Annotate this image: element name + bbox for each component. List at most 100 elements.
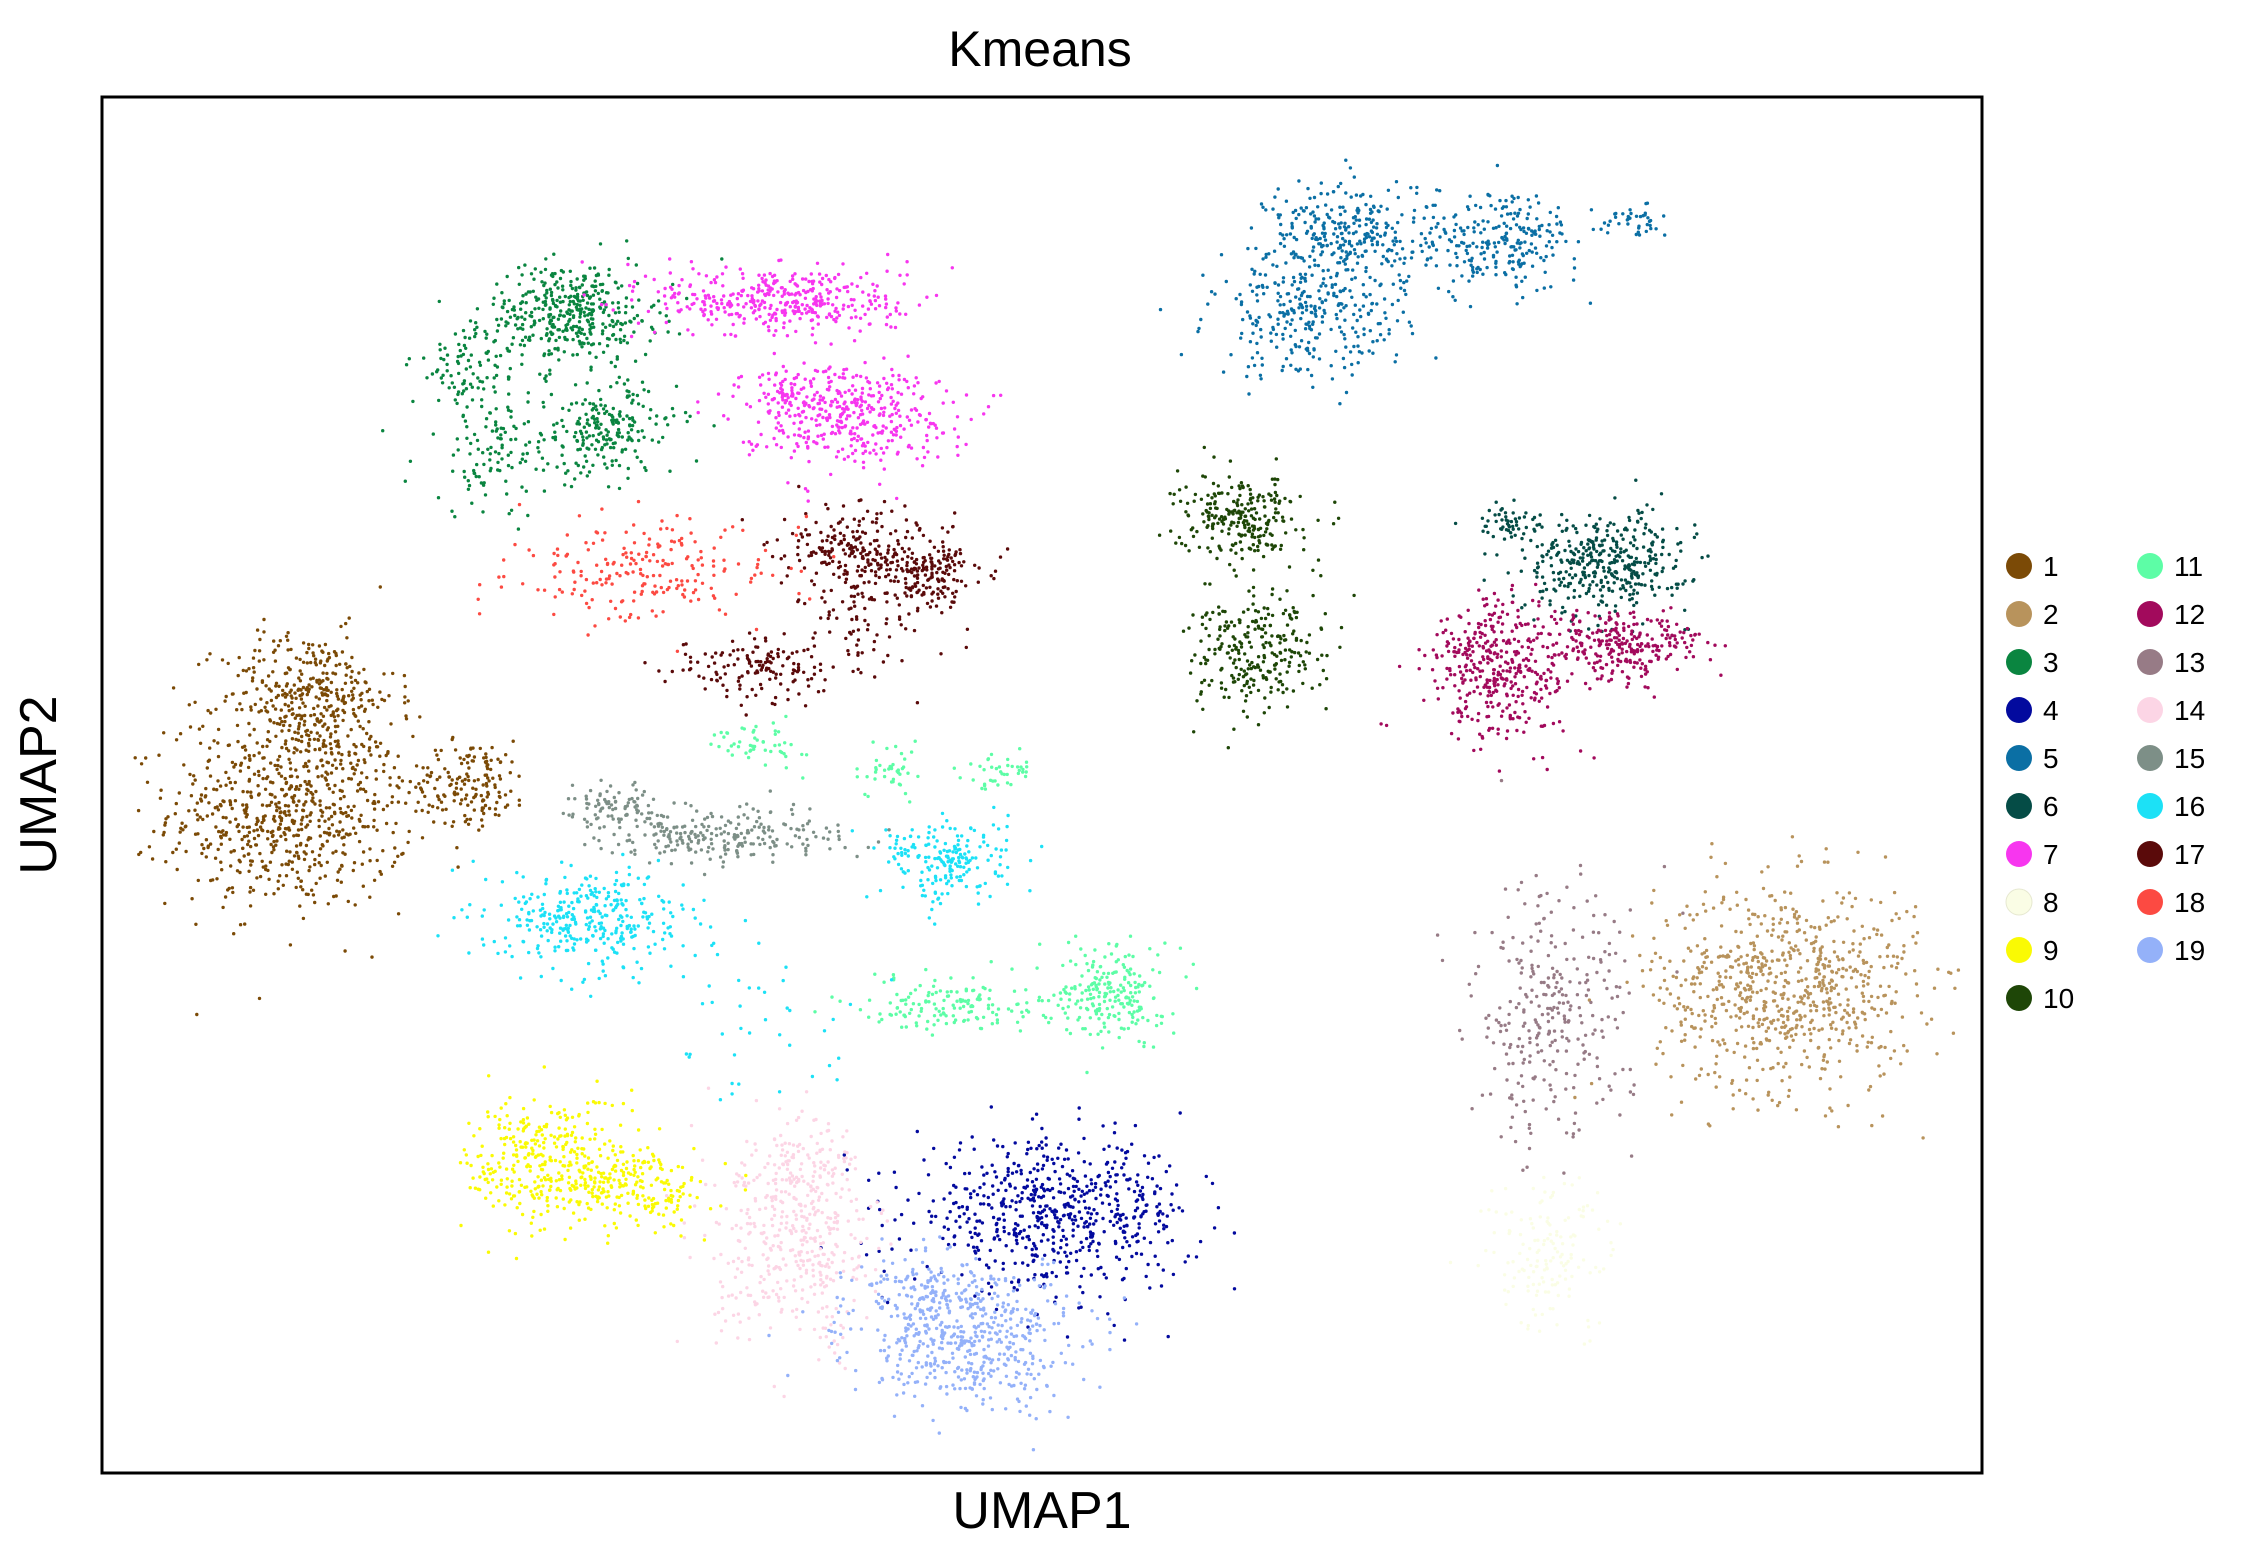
point-6-0-153 [1654, 573, 1659, 577]
point-1-2-139 [498, 760, 503, 765]
point-3-3-84 [518, 343, 523, 347]
point-1-1-314 [283, 719, 287, 724]
point-3-0-348 [598, 297, 602, 301]
point-3-2-21 [506, 408, 511, 412]
point-5-2-38 [1449, 239, 1454, 244]
point-1-0-241 [357, 817, 361, 822]
point-2-0-281 [1696, 966, 1700, 970]
point-1-1-189 [309, 713, 313, 718]
point-5-1-275 [1294, 295, 1298, 299]
point-1-2-16 [465, 772, 469, 776]
point-1-2-14 [463, 813, 467, 818]
point-2-0-698 [1798, 1018, 1802, 1022]
point-2-0-582 [1824, 923, 1828, 927]
point-2-0-303 [1795, 921, 1800, 925]
point-5-0-269 [1364, 233, 1368, 237]
point-4-0-111 [1019, 1172, 1023, 1176]
point-1-0-115 [427, 803, 431, 807]
point-4-0-642 [1132, 1216, 1136, 1220]
point-3-1-142 [663, 417, 667, 421]
point-5-0-162 [1267, 252, 1271, 256]
point-4-0-307 [1012, 1161, 1016, 1166]
point-4-0-238 [1139, 1215, 1143, 1219]
point-2-0-220 [1882, 994, 1886, 998]
point-1-1-293 [356, 681, 360, 685]
point-1-0-361 [262, 767, 266, 771]
point-5-0-198 [1343, 239, 1348, 244]
point-4-0-633 [1087, 1189, 1092, 1193]
point-5-0-202 [1429, 226, 1434, 231]
point-3-1-99 [582, 425, 586, 429]
point-7-0-69 [673, 291, 677, 296]
point-5-3-4 [1613, 215, 1618, 219]
point-3-1-59 [688, 414, 692, 418]
point-1-1-320 [301, 685, 306, 690]
point-3-1-133 [632, 420, 637, 424]
point-1-0-475 [296, 854, 300, 858]
point-4-0-570 [1040, 1222, 1044, 1226]
point-4-0-506 [892, 1170, 897, 1174]
point-1-0-420 [238, 923, 243, 927]
point-4-0-126 [1071, 1234, 1075, 1238]
point-2-0-575 [1758, 1042, 1762, 1046]
point-6-0-57 [1538, 589, 1542, 594]
point-1-0-453 [292, 854, 297, 858]
point-1-0-47 [301, 888, 305, 892]
point-4-0-649 [1042, 1274, 1047, 1278]
point-2-0-164 [1757, 1017, 1762, 1022]
point-1-0-592 [318, 799, 322, 803]
point-1-0-389 [361, 884, 365, 888]
point-2-0-662 [1851, 1007, 1856, 1011]
point-5-1-30 [1350, 362, 1354, 367]
point-6-0-250 [1670, 593, 1674, 597]
point-3-0-144 [523, 317, 527, 321]
point-3-2-67 [503, 430, 507, 434]
point-5-0-49 [1333, 227, 1338, 231]
point-2-0-11 [1913, 905, 1918, 909]
point-5-2-189 [1452, 228, 1457, 233]
point-4-0-25 [970, 1135, 974, 1139]
point-1-0-96 [300, 827, 304, 832]
point-4-0-263 [941, 1236, 945, 1241]
point-6-0-45 [1644, 522, 1648, 526]
point-1-2-9 [454, 786, 459, 790]
point-1-0-520 [184, 849, 188, 854]
point-2-0-534 [1804, 918, 1809, 923]
point-6-0-317 [1541, 589, 1545, 593]
point-4-0-78 [1107, 1144, 1111, 1148]
point-5-0-82 [1329, 208, 1334, 212]
point-1-0-544 [313, 900, 317, 905]
point-4-0-621 [994, 1222, 998, 1227]
point-4-0-38 [899, 1212, 904, 1217]
point-1-0-404 [229, 864, 233, 868]
point-5-2-145 [1455, 255, 1459, 260]
point-6-0-392 [1579, 577, 1583, 582]
point-5-0-78 [1355, 242, 1360, 246]
point-4-0-214 [1116, 1203, 1120, 1208]
point-2-0-503 [1797, 914, 1801, 919]
point-3-2-114 [482, 481, 486, 485]
point-3-1-206 [630, 416, 635, 420]
point-6-0-242 [1581, 583, 1585, 588]
point-1-0-346 [357, 839, 362, 844]
point-2-0-271 [1866, 975, 1871, 980]
point-1-0-381 [245, 825, 249, 830]
point-5-2-50 [1507, 261, 1511, 265]
point-4-0-349 [1044, 1225, 1049, 1230]
point-3-1-78 [581, 435, 585, 439]
point-1-1-157 [226, 661, 230, 666]
point-1-0-144 [233, 799, 238, 803]
point-2-0-153 [1799, 1000, 1803, 1004]
point-2-0-307 [1679, 1039, 1684, 1044]
point-1-1-169 [402, 673, 407, 678]
point-4-0-347 [1063, 1250, 1067, 1255]
point-4-0-300 [877, 1171, 881, 1175]
point-5-3-7 [1617, 222, 1621, 226]
point-1-0-556 [406, 840, 410, 845]
point-2-0-735 [1762, 1003, 1767, 1008]
point-5-1-217 [1324, 298, 1328, 302]
point-3-1-96 [605, 433, 609, 437]
point-1-0-286 [346, 805, 350, 809]
point-3-0-268 [585, 301, 590, 305]
point-2-0-120 [1904, 972, 1908, 976]
